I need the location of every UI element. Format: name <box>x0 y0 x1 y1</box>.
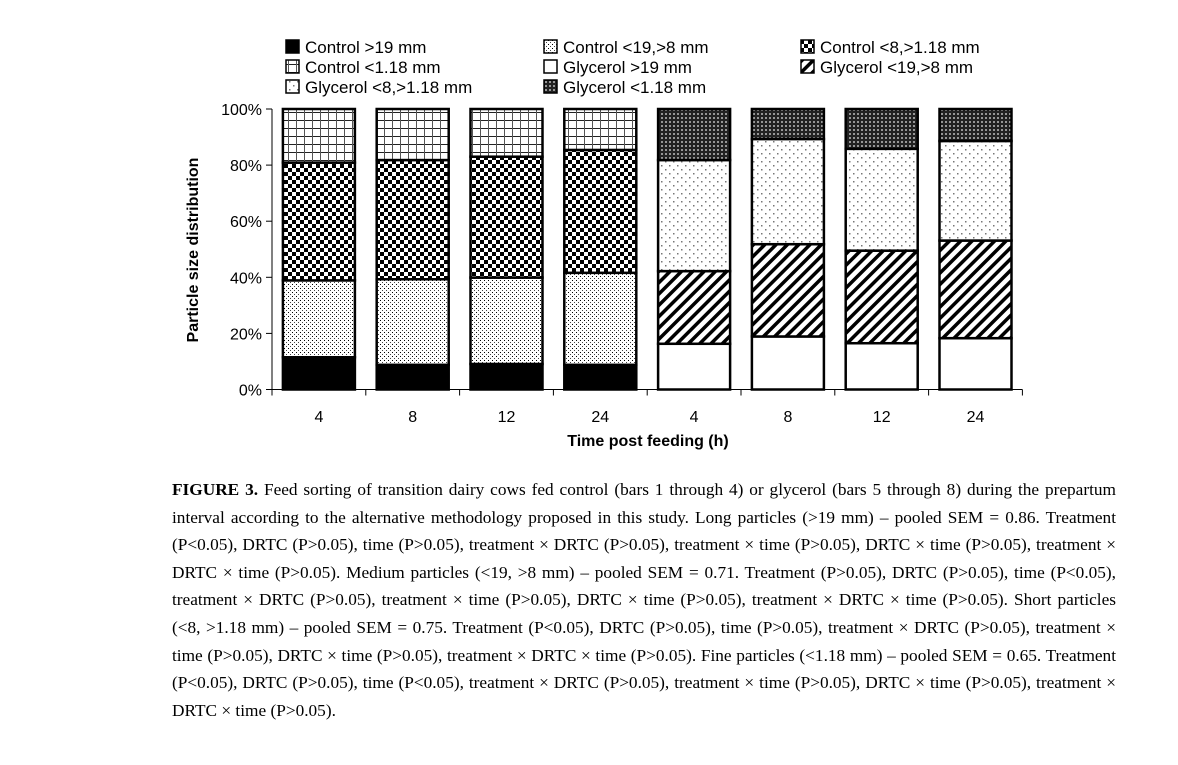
y-axis: 0% 20% 40% 60% 80% 100% <box>221 102 273 400</box>
bar-segment <box>281 279 357 359</box>
caption-label: FIGURE 3. <box>172 480 259 499</box>
legend-label: Control >19 mm <box>305 38 426 57</box>
x-tick-label: 12 <box>873 409 891 426</box>
bar-segment <box>469 276 544 366</box>
bar-segment <box>938 239 1013 340</box>
x-tick-label: 24 <box>967 409 985 426</box>
legend-swatch <box>285 79 300 94</box>
bar-segment <box>469 362 544 391</box>
legend-swatch <box>285 59 300 74</box>
bar-segment <box>938 107 1013 143</box>
x-tick-label: 4 <box>314 409 323 426</box>
caption-text: Feed sorting of transition dairy cows fe… <box>172 480 1116 720</box>
bar-segment <box>469 107 544 158</box>
bar-segment <box>375 158 450 281</box>
legend-swatch <box>543 59 558 74</box>
bar-segment <box>750 335 826 391</box>
y-tick-label: 60% <box>230 214 262 231</box>
bars <box>281 107 1013 391</box>
legend-label: Glycerol >19 mm <box>563 58 692 77</box>
bar-segment <box>656 107 732 162</box>
x-axis: 4 8 12 24 4 8 12 24 <box>271 389 1023 426</box>
bar-segment <box>750 107 826 141</box>
bar-segment <box>844 107 919 151</box>
bar-segment <box>563 271 638 367</box>
legend-swatch <box>543 39 558 54</box>
legend-item: Glycerol >19 mm <box>543 58 692 77</box>
bar-stack <box>656 107 732 391</box>
bar-stack <box>844 107 919 391</box>
y-tick-label: 0% <box>239 383 262 400</box>
legend-item: Glycerol <1.18 mm <box>543 78 706 97</box>
legend-label: Control <1.18 mm <box>305 58 441 77</box>
bar-segment <box>750 137 826 246</box>
bar-segment <box>750 242 826 338</box>
bar-stack <box>469 107 544 391</box>
x-tick-label: 8 <box>408 409 417 426</box>
legend-swatch <box>800 59 815 74</box>
legend-label: Glycerol <19,>8 mm <box>820 58 973 77</box>
x-tick-label: 24 <box>591 409 609 426</box>
x-tick-label: 4 <box>690 409 699 426</box>
bar-segment <box>281 161 357 282</box>
bar-segment <box>938 336 1013 391</box>
x-axis-label: Time post feeding (h) <box>567 433 728 450</box>
bar-segment <box>656 342 732 391</box>
bar-segment <box>844 249 919 345</box>
bar-stack <box>750 107 826 391</box>
legend-label: Control <8,>1.18 mm <box>820 38 980 57</box>
legend-label: Control <19,>8 mm <box>563 38 709 57</box>
legend-swatch <box>800 39 815 54</box>
x-tick-label: 8 <box>783 409 792 426</box>
y-tick-label: 80% <box>230 158 262 175</box>
bar-segment <box>563 107 638 152</box>
bar-segment <box>938 139 1013 242</box>
bar-stack <box>375 107 450 391</box>
legend-item: Glycerol <8,>1.18 mm <box>285 78 472 97</box>
bar-stack <box>281 107 357 391</box>
bar-segment <box>375 278 450 367</box>
figure-caption: FIGURE 3. Feed sorting of transition dai… <box>172 476 1116 724</box>
bar-segment <box>563 363 638 391</box>
legend-item: Control >19 mm <box>285 38 426 57</box>
legend-label: Glycerol <8,>1.18 mm <box>305 78 472 97</box>
x-tick-label: 12 <box>498 409 516 426</box>
legend-swatch <box>543 79 558 94</box>
y-tick-label: 20% <box>230 326 262 343</box>
y-tick-label: 100% <box>221 102 262 119</box>
stacked-bar-chart: Control >19 mm Control <19,>8 mm Control <… <box>185 38 1023 450</box>
legend-item: Control <1.18 mm <box>285 58 441 77</box>
legend-item: Control <8,>1.18 mm <box>800 38 980 57</box>
bar-segment <box>844 341 919 391</box>
bar-segment <box>469 155 544 279</box>
bar-segment <box>563 148 638 275</box>
bar-stack <box>938 107 1013 391</box>
legend-label: Glycerol <1.18 mm <box>563 78 706 97</box>
bar-segment <box>844 147 919 252</box>
bar-segment <box>656 158 732 273</box>
y-tick-label: 40% <box>230 270 262 287</box>
bar-segment <box>375 363 450 391</box>
bar-stack <box>563 107 638 391</box>
legend-item: Glycerol <19,>8 mm <box>800 58 973 77</box>
bar-segment <box>281 355 357 391</box>
legend: Control >19 mm Control <19,>8 mm Control <… <box>285 38 980 97</box>
legend-swatch <box>285 39 300 54</box>
y-axis-label: Particle size distribution <box>185 158 202 343</box>
bar-segment <box>656 269 732 346</box>
legend-item: Control <19,>8 mm <box>543 38 709 57</box>
bar-segment <box>281 107 357 164</box>
bar-segment <box>375 107 450 162</box>
